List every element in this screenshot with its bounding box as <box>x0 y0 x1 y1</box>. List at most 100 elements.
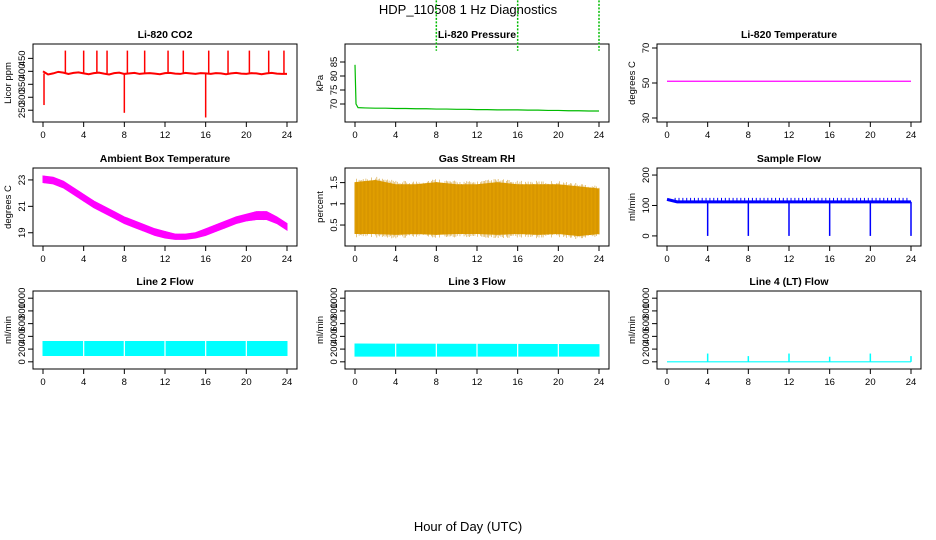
y-tick-label: 0.5 <box>329 218 340 231</box>
x-tick-label: 8 <box>746 130 751 141</box>
y-tick-label: 400 <box>17 63 28 79</box>
x-tick-label: 0 <box>664 254 669 265</box>
x-tick-label: 16 <box>200 130 211 141</box>
panel-8: Line 3 Flow 0 4 8 12 16 20 24 0 2004006008001000m… <box>315 276 610 388</box>
x-tick-label: 24 <box>282 377 293 388</box>
y-tick-label: 70 <box>329 99 340 110</box>
panel-title: Line 3 Flow <box>448 276 506 288</box>
panel-7: Line 2 Flow 0 4 8 12 16 20 24 0 2004006008001000m… <box>3 276 298 388</box>
x-tick-label: 0 <box>352 130 357 141</box>
panel-9: Line 4 (LT) Flow 0 4 8 12 16 20 24 0 200400600800… <box>627 276 922 388</box>
x-tick-label: 24 <box>282 130 293 141</box>
panel-title: Gas Stream RH <box>439 153 515 165</box>
y-tick-label: 250 <box>17 102 28 118</box>
x-tick-label: 20 <box>865 130 876 141</box>
x-tick-label: 4 <box>393 377 398 388</box>
y-tick-label: 1 <box>329 201 340 206</box>
x-tick-label: 8 <box>122 254 127 265</box>
series-line <box>666 197 911 204</box>
x-tick-label: 0 <box>664 377 669 388</box>
x-tick-label: 0 <box>40 254 45 265</box>
y-tick-label: 0 <box>17 359 28 364</box>
plot-frame <box>32 43 298 123</box>
y-axis-label: ml/min <box>315 316 326 344</box>
x-tick-label: 16 <box>200 254 211 265</box>
x-tick-label: 16 <box>512 377 523 388</box>
panel-title: Li-820 Pressure <box>438 29 516 41</box>
plot-frame <box>32 290 298 370</box>
y-tick-label: 75 <box>329 85 340 96</box>
x-tick-label: 20 <box>553 130 564 141</box>
y-tick-label: 350 <box>17 76 28 92</box>
x-tick-label: 20 <box>553 254 564 265</box>
x-tick-label: 16 <box>512 254 523 265</box>
x-tick-label: 0 <box>40 130 45 141</box>
x-tick-label: 4 <box>705 377 710 388</box>
y-tick-label: 1000 <box>17 288 28 309</box>
x-tick-label: 12 <box>472 130 483 141</box>
y-tick-label: 19 <box>17 227 28 238</box>
y-tick-label: 600 <box>641 316 652 332</box>
x-tick-label: 24 <box>906 130 917 141</box>
panel-title: Li-820 CO2 <box>138 29 193 41</box>
y-axis-label: degrees C <box>3 185 14 229</box>
series-band <box>42 175 288 240</box>
x-tick-label: 12 <box>160 254 171 265</box>
y-tick-label: 800 <box>17 303 28 319</box>
x-tick-label: 8 <box>122 377 127 388</box>
x-tick-label: 16 <box>824 377 835 388</box>
y-axis-label: Licor ppm <box>3 62 14 104</box>
y-tick-label: 1.5 <box>329 176 340 189</box>
x-tick-label: 8 <box>746 377 751 388</box>
y-tick-label: 400 <box>329 328 340 344</box>
y-tick-label: 1000 <box>641 288 652 309</box>
x-tick-label: 4 <box>81 130 86 141</box>
y-tick-label: 21 <box>17 201 28 212</box>
y-tick-label: 800 <box>641 303 652 319</box>
x-tick-label: 12 <box>784 377 795 388</box>
y-tick-label: 23 <box>17 175 28 186</box>
x-tick-label: 16 <box>512 130 523 141</box>
x-tick-label: 4 <box>81 254 86 265</box>
x-tick-label: 20 <box>865 254 876 265</box>
x-tick-label: 24 <box>906 254 917 265</box>
panel-title: Ambient Box Temperature <box>100 153 231 165</box>
panel-1: Li-820 CO2 0 4 8 12 16 20 24 250300350400450Lico… <box>3 29 298 141</box>
y-axis-label: ml/min <box>627 316 638 344</box>
x-tick-label: 20 <box>241 377 252 388</box>
x-tick-label: 24 <box>594 130 605 141</box>
y-tick-label: 200 <box>329 341 340 357</box>
x-tick-label: 20 <box>553 377 564 388</box>
x-tick-label: 20 <box>865 377 876 388</box>
x-tick-label: 12 <box>160 130 171 141</box>
x-tick-label: 20 <box>241 254 252 265</box>
panel-title: Sample Flow <box>757 153 822 165</box>
panel-title: Line 2 Flow <box>136 276 194 288</box>
y-tick-label: 200 <box>641 167 652 183</box>
x-tick-label: 24 <box>594 254 605 265</box>
x-tick-label: 24 <box>906 377 917 388</box>
y-tick-label: 600 <box>17 316 28 332</box>
x-tick-label: 8 <box>746 254 751 265</box>
panel-title: Li-820 Temperature <box>741 29 837 41</box>
x-tick-label: 0 <box>352 377 357 388</box>
series-line <box>42 70 287 76</box>
y-tick-label: 0 <box>641 359 652 364</box>
plot-frame <box>344 290 610 370</box>
x-tick-label: 12 <box>784 254 795 265</box>
x-tick-label: 0 <box>40 377 45 388</box>
x-tick-label: 16 <box>824 254 835 265</box>
y-tick-label: 300 <box>17 89 28 105</box>
y-tick-label: 600 <box>329 316 340 332</box>
y-tick-label: 0 <box>641 233 652 238</box>
y-axis-label: degrees C <box>627 61 638 105</box>
panel-3: Li-820 Temperature 0 4 8 12 16 20 24 30 50 70degre… <box>627 29 922 141</box>
y-tick-label: 85 <box>329 57 340 68</box>
x-tick-label: 8 <box>434 377 439 388</box>
y-tick-label: 70 <box>641 43 652 54</box>
y-axis-label: kPa <box>315 74 326 91</box>
x-tick-label: 12 <box>472 254 483 265</box>
y-tick-label: 30 <box>641 113 652 124</box>
